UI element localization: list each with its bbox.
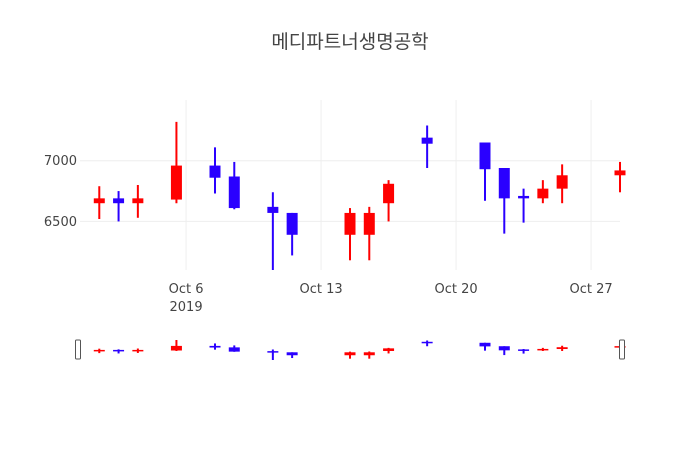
candle[interactable] <box>170 121 182 204</box>
candle-body-mini <box>383 348 395 351</box>
x-tick-label: Oct 20 <box>434 282 477 297</box>
candle-mini <box>228 345 240 352</box>
candle-body <box>421 137 433 144</box>
candle-body-mini <box>344 352 356 356</box>
candle-body <box>113 198 125 204</box>
candle[interactable] <box>363 206 375 261</box>
y-tick-label: 6500 <box>44 215 77 230</box>
range-slider-left-handle[interactable] <box>75 339 81 360</box>
candle[interactable] <box>498 168 510 234</box>
candle[interactable] <box>421 125 433 169</box>
x-tick-label: Oct 13 <box>299 282 342 297</box>
candle-mini <box>363 351 375 359</box>
candle-body <box>537 188 549 199</box>
candle-body <box>93 198 105 204</box>
candle-mini <box>170 340 182 351</box>
candle-body-mini <box>421 341 433 344</box>
candle-body-mini <box>267 351 279 353</box>
candle-body <box>614 170 626 176</box>
candle-body <box>267 206 279 213</box>
candle-mini <box>209 343 221 350</box>
candle-body-mini <box>228 347 240 352</box>
candle-body-mini <box>479 342 491 347</box>
candle-body <box>228 176 240 209</box>
candle-body <box>363 212 375 235</box>
x-tick-label: Oct 6 <box>169 282 204 297</box>
candle-body-mini <box>363 352 375 356</box>
candle[interactable] <box>537 180 549 204</box>
candle-body <box>518 195 530 199</box>
candle[interactable] <box>113 191 125 222</box>
x-tick-label: Oct 27 <box>569 282 612 297</box>
candle-body <box>498 168 510 199</box>
candle-mini <box>113 349 125 354</box>
y-tick-label: 7000 <box>44 154 77 169</box>
candle[interactable] <box>556 164 568 204</box>
candle-body <box>132 198 144 204</box>
candle-body-mini <box>537 348 549 351</box>
candle-mini <box>267 349 279 360</box>
candle[interactable] <box>209 147 221 194</box>
candle-mini <box>498 346 510 356</box>
range-slider-background <box>80 336 620 364</box>
candle-mini <box>556 345 568 351</box>
x-axis: Oct 6 2019 Oct 13 Oct 20 Oct 27 <box>169 282 613 315</box>
candle-body-mini <box>556 347 568 350</box>
candle-mini <box>344 351 356 359</box>
candle-body-mini <box>113 349 125 352</box>
candle-mini <box>286 352 298 359</box>
candle-body-mini <box>518 349 530 351</box>
candle-body-mini <box>93 349 105 352</box>
candle-body <box>170 165 182 200</box>
candle[interactable] <box>267 192 279 270</box>
candle[interactable] <box>518 188 530 223</box>
y-axis: 6500 7000 <box>44 154 77 230</box>
candle-body <box>209 165 221 178</box>
candle[interactable] <box>614 161 626 193</box>
candle-body-mini <box>170 345 182 351</box>
candle-body-mini <box>209 345 221 348</box>
candle[interactable] <box>93 186 105 219</box>
x-tick-sublabel: 2019 <box>170 300 203 315</box>
candle-body <box>479 142 491 170</box>
candle[interactable] <box>132 185 144 218</box>
candle-layer[interactable] <box>93 121 626 270</box>
candle-body <box>556 175 568 189</box>
candle[interactable] <box>344 208 356 261</box>
candle-mini <box>518 349 530 354</box>
candle-body-mini <box>498 346 510 351</box>
candle-body <box>344 212 356 235</box>
range-slider[interactable] <box>75 336 626 364</box>
chart-title: 메디파트너생명공학 <box>271 31 428 53</box>
range-slider-right-handle[interactable] <box>619 339 625 360</box>
candle-mini <box>479 342 491 351</box>
candle[interactable] <box>479 142 491 201</box>
candle-mini <box>421 340 433 347</box>
candle-body <box>383 183 395 204</box>
candle-mini <box>132 348 144 353</box>
candle[interactable] <box>383 180 395 222</box>
candle-body-mini <box>286 352 298 356</box>
candle-mini <box>93 348 105 354</box>
candle-body <box>286 212 298 235</box>
candle[interactable] <box>286 212 298 256</box>
candle-mini <box>383 347 395 354</box>
candle-body-mini <box>132 349 144 352</box>
candle[interactable] <box>228 161 240 210</box>
candle-mini <box>537 347 549 351</box>
